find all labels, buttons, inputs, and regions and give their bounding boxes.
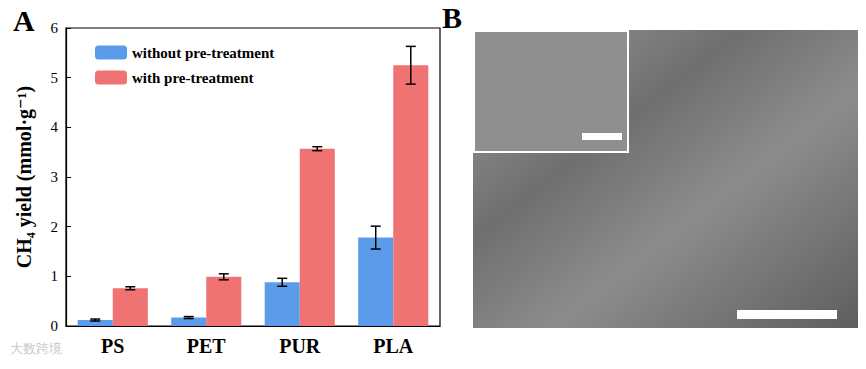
svg-text:PUR: PUR xyxy=(279,335,321,357)
svg-text:5: 5 xyxy=(51,70,59,86)
svg-text:1: 1 xyxy=(51,268,59,284)
svg-text:CH₄ yield (mmol·g⁻¹): CH₄ yield (mmol·g⁻¹) xyxy=(13,86,36,269)
svg-text:2: 2 xyxy=(51,219,59,235)
svg-text:PS: PS xyxy=(101,335,124,357)
svg-text:without pre-treatment: without pre-treatment xyxy=(132,45,274,61)
svg-text:6: 6 xyxy=(51,20,59,36)
svg-text:PLA: PLA xyxy=(373,335,414,357)
svg-text:B: B xyxy=(442,1,462,34)
svg-text:with pre-treatment: with pre-treatment xyxy=(132,70,254,86)
svg-text:0: 0 xyxy=(51,318,59,334)
svg-text:PET: PET xyxy=(187,335,227,357)
svg-text:4: 4 xyxy=(51,119,59,135)
svg-text:3: 3 xyxy=(51,169,59,185)
svg-text:A: A xyxy=(13,4,35,37)
svg-text:大数跨境: 大数跨境 xyxy=(10,341,62,356)
